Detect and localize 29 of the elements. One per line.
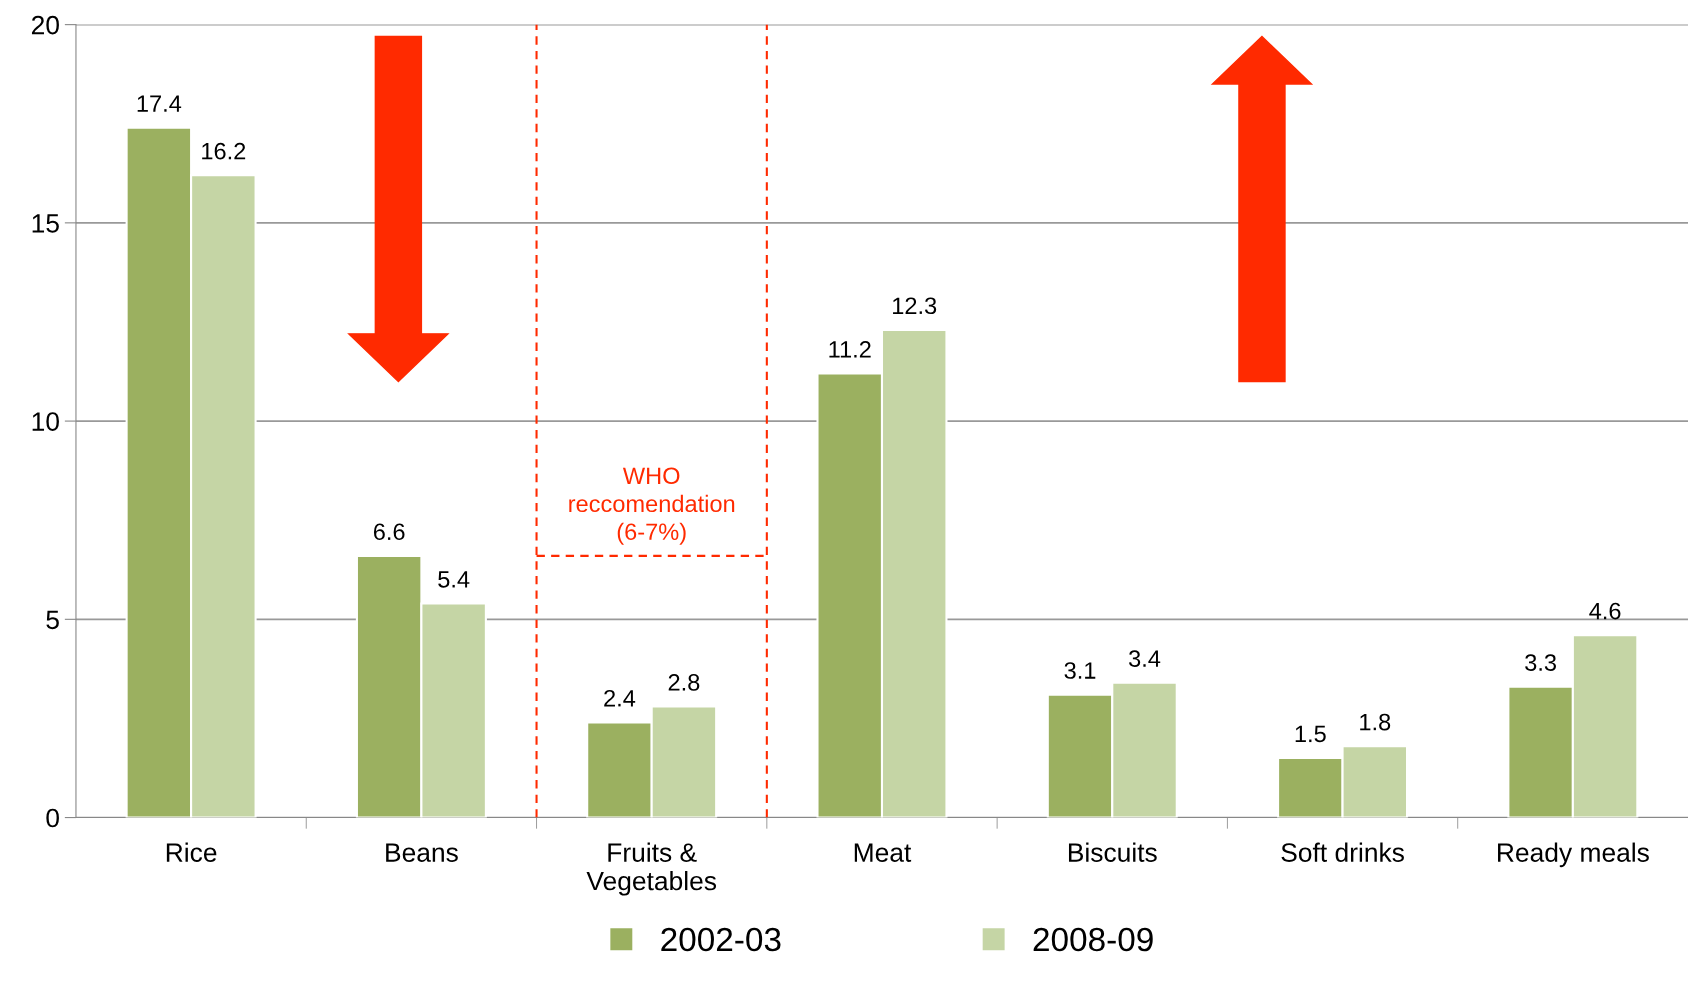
x-tick-label: Meat bbox=[854, 843, 912, 862]
legend-label: 2008-09 bbox=[1033, 927, 1153, 952]
data-label: 16.2 bbox=[202, 142, 246, 160]
data-label: 12.3 bbox=[893, 297, 937, 315]
data-label: 4.6 bbox=[1589, 602, 1621, 620]
x-tick-label: Fruits & Vegetables bbox=[586, 842, 717, 896]
x-tick-label: Biscuits bbox=[1068, 842, 1157, 862]
legend-label: 2002-03 bbox=[661, 927, 781, 952]
data-label: 2.8 bbox=[668, 674, 700, 691]
y-tick-label: 0 bbox=[46, 808, 59, 828]
data-label: 3.4 bbox=[1129, 650, 1161, 667]
x-tick-label: Ready meals bbox=[1498, 842, 1649, 868]
data-label: 3.1 bbox=[1064, 662, 1096, 679]
data-label: 1.5 bbox=[1295, 725, 1326, 743]
data-label: 1.8 bbox=[1360, 713, 1391, 731]
x-tick-label: Soft drinks bbox=[1281, 842, 1404, 862]
y-tick-label: 15 bbox=[32, 214, 59, 233]
data-label: 11.2 bbox=[829, 341, 871, 358]
y-tick-label: 10 bbox=[32, 412, 59, 431]
data-label: 2.4 bbox=[604, 689, 636, 707]
data-label: 6.6 bbox=[373, 523, 405, 541]
y-tick-label: 20 bbox=[31, 15, 59, 35]
data-label: 3.3 bbox=[1525, 654, 1556, 671]
x-tick-label: Beans bbox=[386, 843, 458, 862]
x-tick-label: Rice bbox=[166, 842, 217, 862]
data-label: 17.4 bbox=[137, 95, 182, 112]
data-label: 5.4 bbox=[438, 571, 470, 588]
ref-line-label: WHO reccomendation (6-7%) bbox=[569, 467, 735, 545]
y-tick-label: 5 bbox=[46, 610, 59, 630]
